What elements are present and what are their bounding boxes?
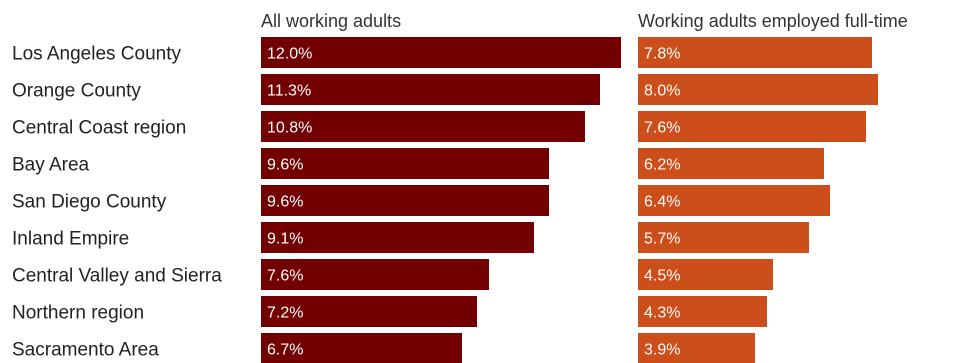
bar-value-label-fulltime: 5.7% [644,231,680,248]
bar-value-label-all: 9.6% [267,194,303,211]
category-label: Bay Area [12,155,90,176]
bar-fulltime [638,185,830,216]
bar-value-label-fulltime: 7.8% [644,46,680,63]
bar-value-label-fulltime: 4.5% [644,268,680,285]
bar-value-label-fulltime: 8.0% [644,83,680,100]
bar-fulltime [638,111,866,142]
bar-all [261,148,549,179]
bar-value-label-fulltime: 7.6% [644,120,680,137]
bar-fulltime [638,74,878,105]
bar-all [261,111,585,142]
bar-value-label-all: 9.1% [267,231,303,248]
bar-fulltime [638,296,767,327]
bar-fulltime [638,259,773,290]
category-label: Central Coast region [12,118,186,139]
category-label: Central Valley and Sierra [12,266,222,287]
bar-fulltime [638,222,809,253]
bar-value-label-all: 7.6% [267,268,303,285]
bar-value-label-all: 12.0% [267,46,312,63]
category-label: Sacramento Area [12,340,159,361]
bar-value-label-fulltime: 3.9% [644,342,680,359]
bar-all [261,259,489,290]
category-label: Orange County [12,81,141,102]
bar-all [261,185,549,216]
bar-all [261,37,621,68]
bar-all [261,74,600,105]
panel-headers: All working adults Working adults employ… [261,11,908,31]
bar-fulltime [638,148,824,179]
bars-full-time: 7.8% 8.0% 7.6% 6.2% 6.4% 5.7% 4.5% 4.3% 3.9% [638,37,878,363]
bar-all [261,296,477,327]
bar-value-label-all: 9.6% [267,157,303,174]
bar-value-label-all: 6.7% [267,342,303,359]
bar-all [261,333,462,363]
bar-fulltime [638,333,755,363]
bar-value-label-fulltime: 6.2% [644,157,680,174]
panel-header-full-time: Working adults employed full-time [638,11,908,31]
category-label: Northern region [12,303,144,324]
bars-all-working-adults: 12.0% 11.3% 10.8% 9.6% 9.6% 9.1% 7.6% 7.2% 6.7% [261,37,621,363]
category-label: Los Angeles County [12,44,182,65]
bar-fulltime [638,37,872,68]
bar-all [261,222,534,253]
bar-value-label-fulltime: 6.4% [644,194,680,211]
bar-value-label-fulltime: 4.3% [644,305,680,322]
category-label: San Diego County [12,192,167,213]
category-label: Inland Empire [12,229,129,250]
bar-value-label-all: 7.2% [267,305,303,322]
panel-header-all-working-adults: All working adults [261,11,401,31]
bar-value-label-all: 11.3% [267,83,311,100]
bar-value-label-all: 10.8% [267,120,312,137]
category-labels: Los Angeles County Orange County Central C… [12,44,222,361]
